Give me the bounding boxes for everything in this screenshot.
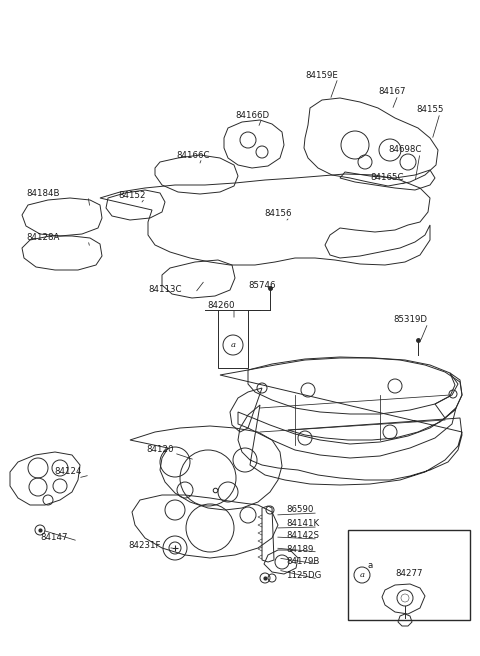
Text: 84113C: 84113C bbox=[148, 285, 181, 295]
Text: 84120: 84120 bbox=[146, 445, 173, 455]
Text: 84128A: 84128A bbox=[26, 232, 60, 241]
Text: a: a bbox=[230, 341, 236, 349]
Text: 85319D: 85319D bbox=[393, 316, 427, 325]
Text: 86590: 86590 bbox=[286, 506, 313, 514]
Text: 84142S: 84142S bbox=[286, 531, 319, 541]
Text: 84166C: 84166C bbox=[176, 150, 209, 159]
Text: 1125DG: 1125DG bbox=[286, 571, 322, 581]
Text: 84260: 84260 bbox=[207, 300, 235, 310]
Text: 84231F: 84231F bbox=[128, 541, 160, 550]
Text: 84184B: 84184B bbox=[26, 188, 60, 197]
Text: 84156: 84156 bbox=[264, 209, 291, 218]
Text: a: a bbox=[360, 571, 364, 579]
Text: 84179B: 84179B bbox=[286, 556, 319, 565]
Text: 84698C: 84698C bbox=[388, 146, 421, 155]
Text: 85746: 85746 bbox=[248, 281, 276, 291]
Text: 84141K: 84141K bbox=[286, 520, 319, 529]
Text: 84165C: 84165C bbox=[370, 173, 404, 182]
Text: 84166D: 84166D bbox=[235, 110, 269, 119]
Text: 84189: 84189 bbox=[286, 544, 313, 554]
Text: 84155: 84155 bbox=[416, 106, 444, 115]
Text: 84167: 84167 bbox=[378, 87, 406, 96]
Text: a: a bbox=[367, 562, 372, 571]
Text: 84147: 84147 bbox=[40, 533, 68, 543]
Text: 84159E: 84159E bbox=[305, 70, 338, 79]
Bar bbox=[348, 530, 470, 620]
Text: 84152: 84152 bbox=[118, 190, 145, 199]
Text: 84277: 84277 bbox=[395, 569, 422, 579]
Text: 84124: 84124 bbox=[54, 468, 82, 476]
